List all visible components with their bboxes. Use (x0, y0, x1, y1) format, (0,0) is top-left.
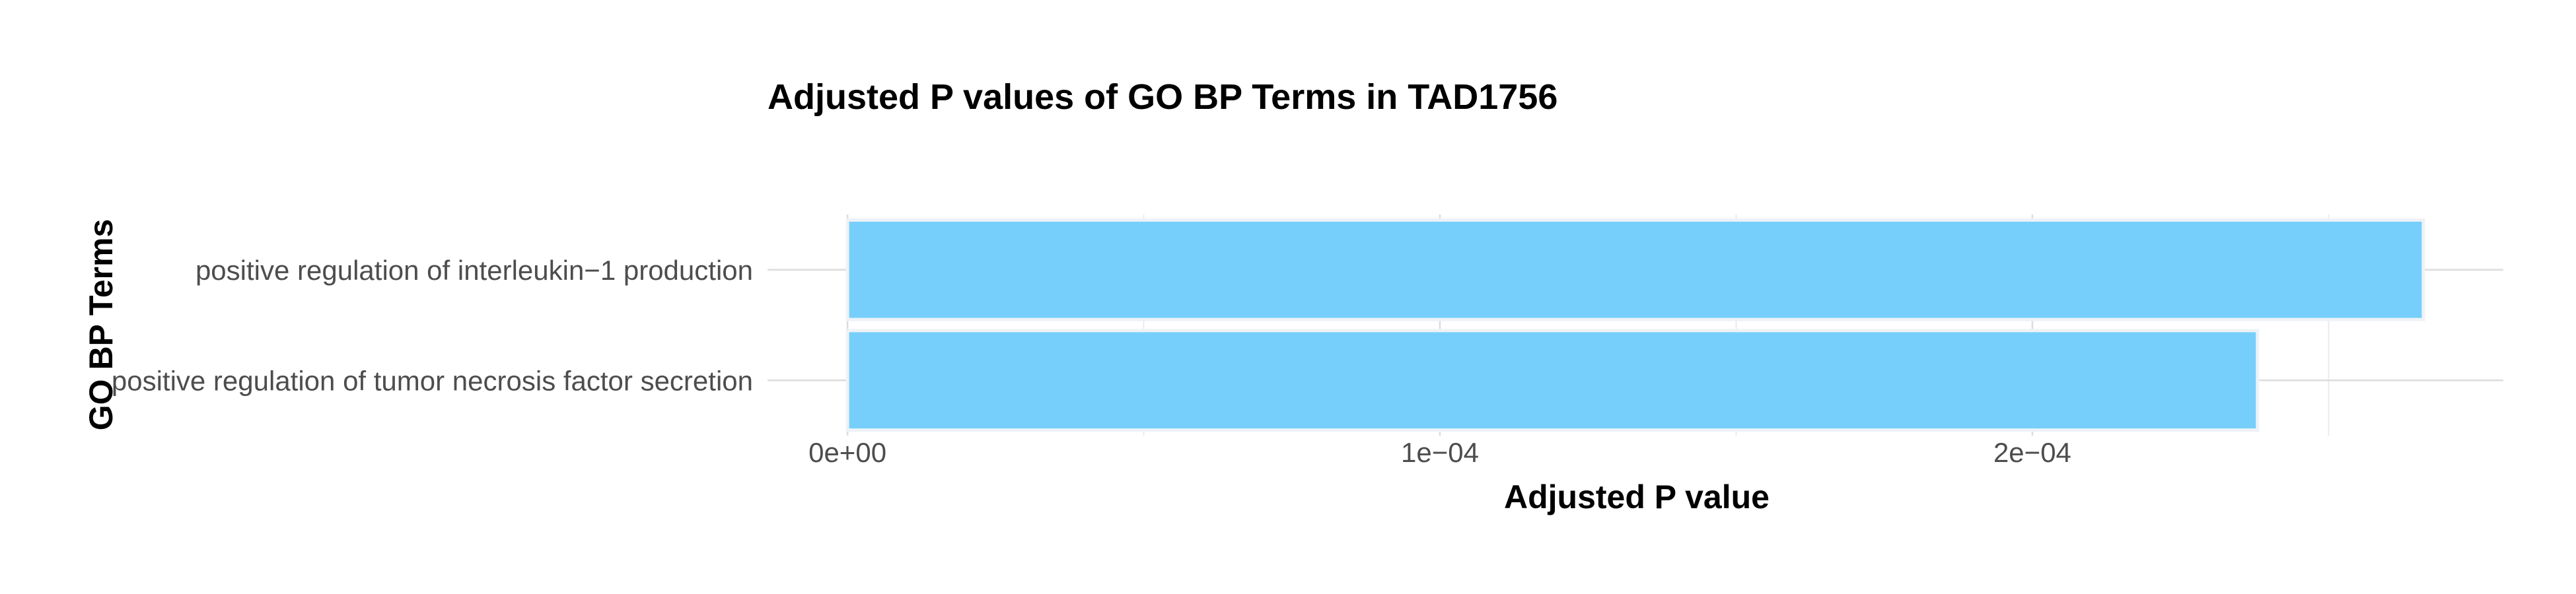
y-tick-label: positive regulation of interleukin−1 pro… (196, 255, 753, 286)
bars (845, 218, 2425, 432)
y-axis-title: GO BP Terms (83, 219, 120, 430)
x-tick-label: 1e−04 (1401, 437, 1479, 468)
bar (845, 329, 2260, 432)
x-tick-label: 0e+00 (808, 437, 886, 468)
x-tick-label: 2e−04 (1993, 437, 2071, 468)
y-tick-label: positive regulation of tumor necrosis fa… (112, 365, 753, 396)
x-tick-labels: 0e+00 1e−04 2e−04 (808, 437, 2071, 468)
bar (845, 218, 2425, 321)
y-tick-labels: positive regulation of interleukin−1 pro… (112, 255, 753, 397)
x-axis-title: Adjusted P value (1504, 478, 1770, 515)
chart-title: Adjusted P values of GO BP Terms in TAD1… (768, 77, 1557, 117)
